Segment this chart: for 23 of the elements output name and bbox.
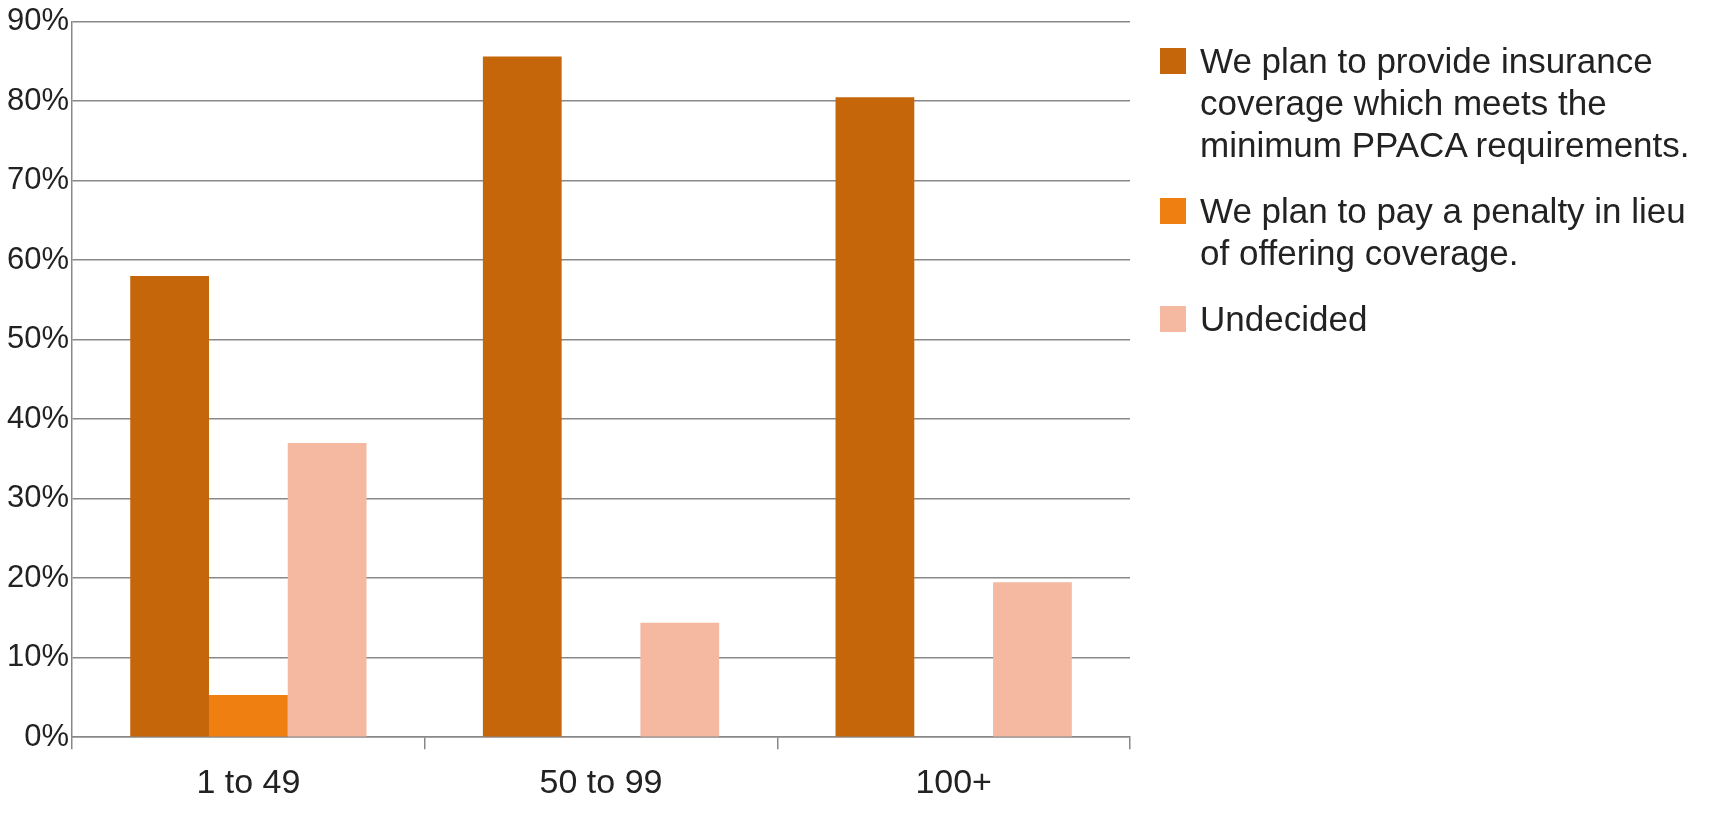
legend-label: We plan to pay a penalty in lieu of offering coverage. [1200,190,1687,274]
bar [208,695,288,737]
legend-label: Undecided [1200,298,1368,340]
x-tick-label: 1 to 49 [196,761,301,800]
y-tick-label: 20% [7,558,70,594]
bar [993,582,1072,737]
x-tick-label: 100+ [915,761,992,800]
y-tick-label: 70% [7,161,70,197]
x-tick-label: 50 to 99 [539,761,663,800]
y-tick-label: 40% [7,399,70,435]
y-tick-label: 50% [7,320,70,356]
y-tick-label: 30% [7,479,70,515]
y-tick-label: 90% [7,2,70,38]
legend-label: We plan to provide insurance coverage which meets the minimum PPACA requirements. [1200,40,1691,166]
y-tick-label: 0% [24,717,70,753]
y-tick-label: 60% [7,240,70,276]
bar [287,443,367,737]
bar [482,56,562,737]
bar [130,276,209,737]
bar [640,622,720,737]
y-tick-label: 10% [7,638,70,674]
bar [835,97,915,737]
y-tick-label: 80% [7,81,70,117]
